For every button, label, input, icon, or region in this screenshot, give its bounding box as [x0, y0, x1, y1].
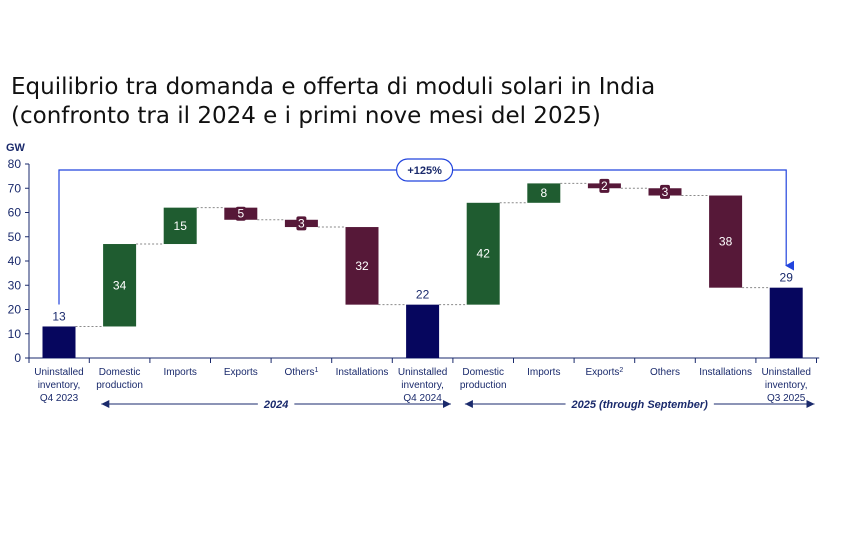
data-label-badge — [660, 184, 670, 199]
bar-layer — [42, 183, 803, 358]
bar-9 — [527, 183, 561, 203]
bar-6 — [345, 227, 379, 305]
chart-title: Equilibrio tra domanda e offerta di modu… — [11, 73, 831, 131]
connector-layer — [75, 182, 770, 327]
data-label: 2 — [601, 179, 608, 193]
category-label: Q4 2023 — [40, 393, 79, 404]
category-label: Uninstalled — [761, 367, 810, 378]
y-tick-label: 60 — [8, 206, 22, 220]
category-label: inventory, — [765, 380, 808, 391]
bar-2 — [103, 244, 137, 327]
data-label-badge — [599, 178, 610, 193]
y-tick-label: 0 — [14, 351, 21, 365]
data-label: 32 — [355, 259, 369, 273]
category-label: Installations — [699, 367, 752, 378]
data-label: 13 — [52, 309, 66, 323]
period-label: 2025 (through September) — [571, 399, 709, 411]
bar-3 — [163, 207, 197, 245]
data-label: 29 — [780, 271, 794, 285]
data-label: 5 — [237, 207, 244, 221]
growth-label: +125% — [407, 165, 442, 177]
y-axis-unit-label: GW — [6, 142, 26, 154]
y-tick-label: 50 — [8, 230, 22, 244]
period-label: 2024 — [263, 399, 288, 411]
bar-7 — [406, 304, 440, 358]
data-label: 8 — [540, 186, 547, 200]
bar-1 — [42, 326, 76, 358]
category-label: Uninstalled — [34, 367, 83, 378]
bar-12 — [709, 195, 743, 288]
category-footnote: 2 — [619, 367, 623, 374]
category-label: Imports — [164, 367, 197, 378]
y-tick-label: 30 — [8, 278, 22, 292]
data-label: 3 — [298, 216, 305, 230]
chart-title-line-2: (confronto tra il 2024 e i primi nove me… — [11, 103, 601, 129]
category-label: Imports — [527, 367, 560, 378]
chart-title-line-1: Equilibrio tra domanda e offerta di modu… — [11, 74, 656, 100]
y-tick-label: 40 — [8, 254, 22, 268]
category-label: Domestic — [99, 367, 141, 378]
data-label: 15 — [174, 219, 188, 233]
y-tick-label: 20 — [8, 303, 22, 317]
data-label: 3 — [662, 185, 669, 199]
category-footnote: 1 — [314, 367, 318, 374]
category-label: Others — [650, 367, 680, 378]
data-label: 38 — [719, 235, 733, 249]
data-label: 22 — [416, 288, 430, 302]
data-label: 42 — [477, 247, 491, 261]
category-label: Others1 — [284, 367, 318, 379]
category-layer: Uninstalled inventory, Q4 2023 Domestic prod… — [34, 367, 811, 405]
axis-layer: 0 10 20 30 40 50 60 70 80 GW — [6, 142, 820, 365]
category-label: Uninstalled — [398, 367, 447, 378]
bar-8 — [466, 202, 500, 305]
y-tick-label: 10 — [8, 327, 22, 341]
category-label: inventory, — [38, 380, 81, 391]
category-label: production — [96, 380, 143, 391]
category-label: Installations — [336, 367, 389, 378]
category-label: Q3 2025 — [767, 393, 806, 404]
data-label: 34 — [113, 278, 127, 292]
category-label: production — [460, 380, 507, 391]
data-label-badge — [235, 206, 246, 221]
category-label: Exports — [224, 367, 258, 378]
y-tick-label: 70 — [8, 181, 22, 195]
y-tick-label: 80 — [8, 157, 22, 171]
category-label: Q4 2024 — [403, 393, 442, 404]
category-label: inventory, — [401, 380, 444, 391]
bar-13 — [769, 287, 803, 358]
annotation-layer: 2024 2025 (through September) +125% — [58, 158, 815, 411]
category-label: Domestic — [462, 367, 504, 378]
data-label-badge — [296, 216, 307, 231]
category-label: Exports2 — [585, 367, 623, 379]
growth-badge — [396, 158, 454, 182]
